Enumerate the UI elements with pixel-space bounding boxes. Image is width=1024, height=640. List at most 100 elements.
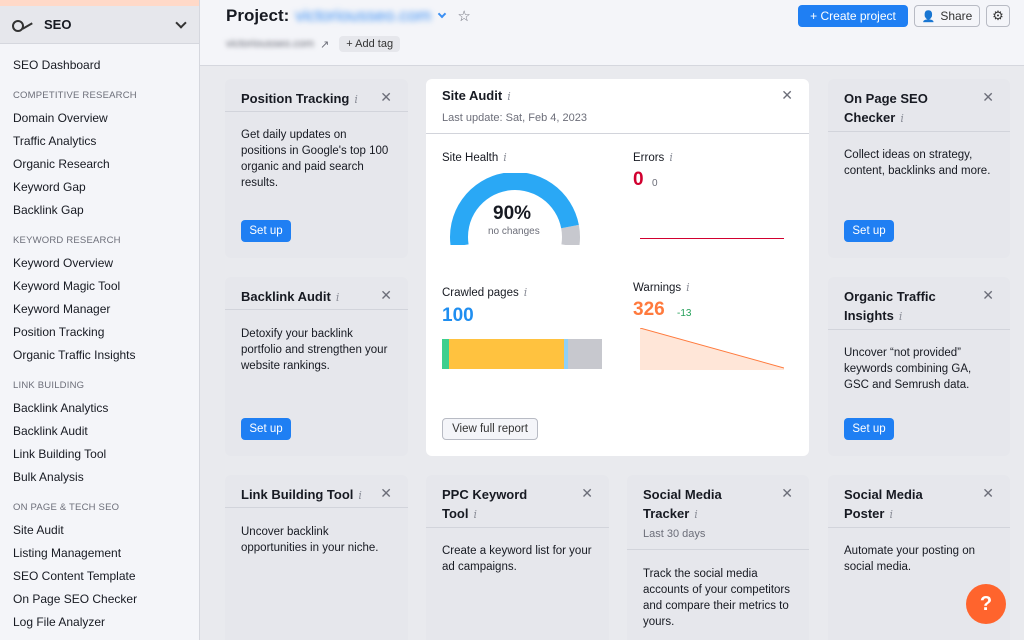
card-divider [828, 131, 1010, 132]
card-subtitle: Last 30 days [643, 528, 706, 540]
sidebar-item-keyword-overview[interactable]: Keyword Overview [13, 256, 114, 270]
sidebar-item-backlink-audit[interactable]: Backlink Audit [13, 424, 88, 438]
help-button[interactable]: ? [966, 584, 1006, 624]
card-description: Create a keyword list for your ad campai… [442, 545, 592, 573]
close-icon[interactable]: ✕ [380, 485, 392, 501]
gauge-fill [450, 173, 579, 245]
chevron-down-icon[interactable] [438, 9, 447, 19]
sidebar-item-traffic-analytics[interactable]: Traffic Analytics [13, 134, 97, 148]
card-description: Track the social media accounts of your … [643, 568, 791, 628]
site-health-note: no changes [488, 226, 540, 237]
set-up-button[interactable]: Set up [844, 220, 894, 242]
info-icon[interactable]: i [473, 508, 478, 521]
card-description: Detoxify your backlink portfolio and str… [241, 328, 388, 372]
external-link-icon[interactable]: ↗ [320, 38, 330, 51]
info-icon[interactable]: i [503, 151, 507, 164]
view-full-report-button[interactable]: View full report [442, 418, 538, 440]
warnings-trend-line [640, 328, 784, 369]
sidebar-item-listing-management[interactable]: Listing Management [13, 546, 122, 560]
sidebar-item-bulk-analysis[interactable]: Bulk Analysis [13, 470, 84, 484]
card-divider [627, 549, 809, 550]
close-icon[interactable]: ✕ [982, 485, 994, 501]
close-icon[interactable]: ✕ [380, 287, 392, 303]
sidebar-item-keyword-gap[interactable]: Keyword Gap [13, 180, 86, 194]
ppc-keyword-tool-card: PPC Keyword Tool i ✕ Create a keyword lis… [426, 475, 609, 640]
crawled-redirect-segment [564, 339, 568, 369]
card-description: Uncover backlink opportunities in your n… [241, 526, 379, 554]
info-icon[interactable]: i [900, 112, 904, 125]
errors-change: 0 [652, 178, 658, 189]
card-title: Link Building Tool i [241, 487, 362, 502]
set-up-button[interactable]: Set up [844, 418, 894, 440]
info-icon[interactable]: i [669, 151, 673, 164]
errors-value[interactable]: 0 [633, 169, 644, 190]
errors-label: Errors i [633, 151, 673, 164]
social-media-tracker-card: Social Media Tracker i ✕ Last 30 days Tra… [627, 475, 809, 640]
chevron-down-icon[interactable] [175, 16, 187, 29]
project-domain-selector[interactable]: victoriousseo.com [295, 6, 432, 25]
sidebar-item-organic-traffic-insights[interactable]: Organic Traffic Insights [13, 348, 136, 362]
site-health-gauge [450, 173, 580, 245]
sidebar-item-keyword-manager[interactable]: Keyword Manager [13, 302, 111, 316]
sidebar-top-accent [0, 0, 199, 6]
organic-traffic-insights-card: Organic Traffic Insights i ✕ Uncover “not… [828, 277, 1010, 456]
crawled-blocked-segment [568, 339, 602, 369]
close-icon[interactable]: ✕ [982, 89, 994, 105]
seo-toolkit-header[interactable]: SEO [0, 6, 199, 44]
sidebar-item-seo-content-template[interactable]: SEO Content Template [13, 569, 136, 583]
sidebar-section-heading: ON PAGE & TECH SEO [13, 502, 120, 513]
card-title: On Page SEO Checker i [844, 91, 928, 125]
sidebar-item-backlink-analytics[interactable]: Backlink Analytics [13, 401, 109, 415]
info-icon[interactable]: i [686, 281, 690, 294]
info-icon[interactable]: i [358, 489, 362, 502]
sidebar-item-backlink-gap[interactable]: Backlink Gap [13, 203, 84, 217]
card-divider [225, 111, 408, 112]
sidebar-item-position-tracking[interactable]: Position Tracking [13, 325, 105, 339]
settings-button[interactable]: ⚙ [986, 5, 1010, 27]
share-button[interactable]: 👤 Share [914, 5, 980, 27]
set-up-button[interactable]: Set up [241, 220, 291, 242]
sidebar-item-site-audit[interactable]: Site Audit [13, 523, 64, 537]
info-icon[interactable]: i [694, 508, 698, 521]
card-title: PPC Keyword Tool i [442, 487, 528, 521]
info-icon[interactable]: i [889, 508, 893, 521]
set-up-button[interactable]: Set up [241, 418, 291, 440]
project-url[interactable]: victoriousseo.com [226, 38, 315, 50]
sidebar-item-organic-research[interactable]: Organic Research [13, 157, 110, 171]
project-title: Project: victoriousseo.com ☆ [226, 6, 471, 26]
sidebar-item-link-building-tool[interactable]: Link Building Tool [13, 447, 107, 461]
add-tag-button[interactable]: + Add tag [339, 36, 401, 52]
close-icon[interactable]: ✕ [380, 89, 392, 105]
sidebar: SEO SEO Dashboard COMPETITIVE RESEARCH D… [0, 0, 200, 640]
last-update: Last update: Sat, Feb 4, 2023 [442, 112, 587, 124]
errors-trend-line [640, 238, 784, 239]
info-icon[interactable]: i [335, 291, 340, 304]
close-icon[interactable]: ✕ [781, 485, 793, 501]
sidebar-item-on-page-seo-checker[interactable]: On Page SEO Checker [13, 592, 138, 606]
crawled-pages-value[interactable]: 100 [442, 305, 474, 326]
seo-toolkit-title: SEO [44, 17, 72, 32]
info-icon[interactable]: i [523, 286, 528, 299]
create-project-button[interactable]: + Create project [798, 5, 908, 27]
social-media-poster-card: Social Media Poster i ✕ Automate your pos… [828, 475, 1010, 640]
site-health-label: Site Health i [442, 151, 507, 164]
sidebar-item-seo-dashboard[interactable]: SEO Dashboard [13, 58, 101, 72]
card-divider [828, 527, 1010, 528]
sidebar-item-keyword-magic-tool[interactable]: Keyword Magic Tool [13, 279, 121, 293]
sidebar-item-log-file-analyzer[interactable]: Log File Analyzer [13, 615, 106, 629]
close-icon[interactable]: ✕ [781, 87, 793, 103]
info-icon[interactable]: i [354, 93, 358, 106]
sidebar-item-domain-overview[interactable]: Domain Overview [13, 111, 108, 125]
crawled-issues-segment [449, 339, 564, 369]
star-icon[interactable]: ☆ [457, 8, 471, 25]
info-icon[interactable]: i [507, 90, 511, 103]
warnings-value[interactable]: 326 [633, 299, 665, 320]
close-icon[interactable]: ✕ [581, 485, 593, 501]
info-icon[interactable]: i [898, 310, 903, 323]
card-title: Site Audit i [442, 88, 511, 103]
project-header: Project: victoriousseo.com ☆ victoriouss… [200, 0, 1024, 66]
share-label: Share [940, 9, 973, 23]
card-divider [828, 329, 1010, 330]
sidebar-nav: SEO Dashboard COMPETITIVE RESEARCH Domai… [0, 44, 199, 634]
close-icon[interactable]: ✕ [982, 287, 994, 303]
